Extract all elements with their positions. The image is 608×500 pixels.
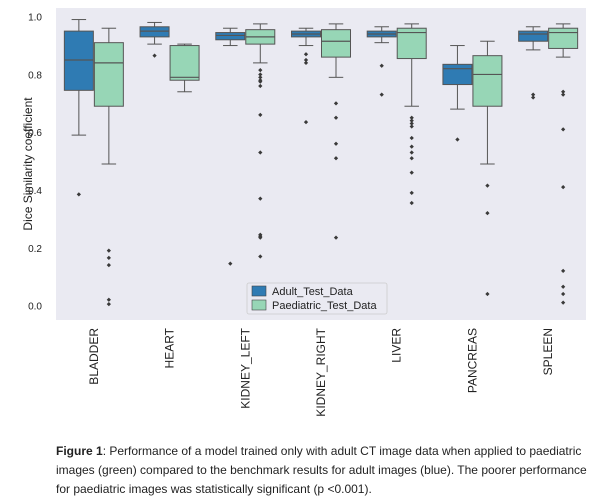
x-tick-label: LIVER bbox=[390, 328, 404, 363]
x-tick-label: SPLEEN bbox=[541, 328, 555, 375]
iqr-box bbox=[472, 55, 503, 107]
outlier-point bbox=[258, 150, 263, 155]
box-bladder-adult bbox=[63, 19, 94, 197]
y-tick-label: 0.0 bbox=[28, 302, 42, 313]
iqr-box bbox=[518, 30, 549, 42]
boxes-layer bbox=[63, 19, 579, 307]
x-axis: BLADDER HEART KIDNEY_LEFT KIDNEY_RIGHT LIVER… bbox=[87, 327, 555, 416]
outlier-point bbox=[561, 291, 566, 297]
y-tick-label: 0.6 bbox=[28, 128, 42, 139]
box-kidney_right-adult bbox=[291, 27, 321, 125]
outlier-point bbox=[258, 254, 263, 259]
box-plot-chart: 0.0 0.2 0.4 0.6 0.8 1.0 BLADDER HEART KIDNEY_LE… bbox=[21, 8, 586, 417]
outlier-point bbox=[409, 200, 414, 206]
x-tick-label: BLADDER bbox=[87, 328, 101, 385]
iqr-box bbox=[139, 26, 170, 38]
iqr-box bbox=[548, 27, 579, 49]
legend-frame bbox=[246, 282, 388, 315]
legend-label-paediatric: Paediatric_Test_Data bbox=[272, 300, 377, 312]
outlier-point bbox=[561, 300, 566, 305]
y-tick-label: 0.8 bbox=[28, 70, 42, 81]
outlier-point bbox=[455, 137, 460, 142]
box-bladder-paediatric bbox=[93, 27, 124, 307]
y-axis: 0.0 0.2 0.4 0.6 0.8 1.0 bbox=[28, 13, 42, 313]
caption-label: Figure 1 bbox=[56, 444, 103, 458]
legend: Adult_Test_Data Paediatric_Test_Data bbox=[246, 282, 388, 315]
iqr-box bbox=[442, 63, 473, 86]
outlier-point bbox=[561, 184, 566, 190]
y-tick-label: 0.2 bbox=[28, 244, 42, 255]
outlier-point bbox=[333, 235, 339, 240]
x-tick-label: KIDNEY_RIGHT bbox=[314, 327, 328, 416]
outlier-point bbox=[76, 192, 81, 197]
outlier-point bbox=[561, 284, 566, 289]
box-spleen-paediatric bbox=[548, 23, 579, 305]
outlier-point bbox=[106, 248, 111, 253]
outlier-point bbox=[152, 53, 157, 58]
box-kidney_left-adult bbox=[215, 27, 246, 266]
figure-caption: Figure 1: Performance of a model trained… bbox=[56, 442, 596, 499]
outlier-point bbox=[409, 190, 414, 196]
x-tick-label: HEART bbox=[163, 327, 177, 368]
box-pancreas-paediatric bbox=[472, 40, 503, 297]
iqr-box bbox=[321, 29, 351, 58]
outlier-point bbox=[485, 183, 490, 188]
y-tick-label: 0.4 bbox=[28, 186, 42, 197]
outlier-point bbox=[333, 156, 339, 161]
box-pancreas-adult bbox=[442, 45, 473, 142]
y-tick-label: 1.0 bbox=[28, 13, 42, 24]
x-tick-label: KIDNEY_LEFT bbox=[238, 327, 252, 408]
outlier-point bbox=[409, 144, 414, 149]
outlier-point bbox=[409, 170, 414, 175]
y-axis-label: Dice Similarity coefficient bbox=[21, 97, 35, 231]
outlier-point bbox=[409, 135, 414, 141]
legend-label-adult: Adult_Test_Data bbox=[272, 286, 354, 298]
legend-swatch-paediatric bbox=[251, 299, 267, 311]
iqr-box bbox=[215, 32, 246, 41]
outlier-point bbox=[333, 141, 339, 146]
outlier-point bbox=[561, 268, 566, 274]
outlier-point bbox=[485, 210, 490, 216]
iqr-box bbox=[169, 45, 200, 81]
iqr-box bbox=[93, 42, 124, 107]
box-heart-adult bbox=[139, 21, 170, 58]
caption-text: : Performance of a model trained only wi… bbox=[56, 444, 587, 496]
outlier-point bbox=[409, 156, 414, 161]
box-liver-adult bbox=[366, 26, 397, 97]
outlier-point bbox=[258, 235, 263, 240]
legend-swatch-adult bbox=[251, 285, 267, 297]
iqr-box bbox=[63, 30, 94, 91]
iqr-box bbox=[396, 27, 427, 60]
outlier-point bbox=[409, 150, 414, 155]
box-heart-paediatric bbox=[169, 43, 200, 93]
outlier-point bbox=[485, 291, 490, 297]
x-tick-label: PANCREAS bbox=[465, 328, 479, 393]
outlier-point bbox=[258, 196, 263, 201]
outlier-point bbox=[228, 261, 233, 266]
